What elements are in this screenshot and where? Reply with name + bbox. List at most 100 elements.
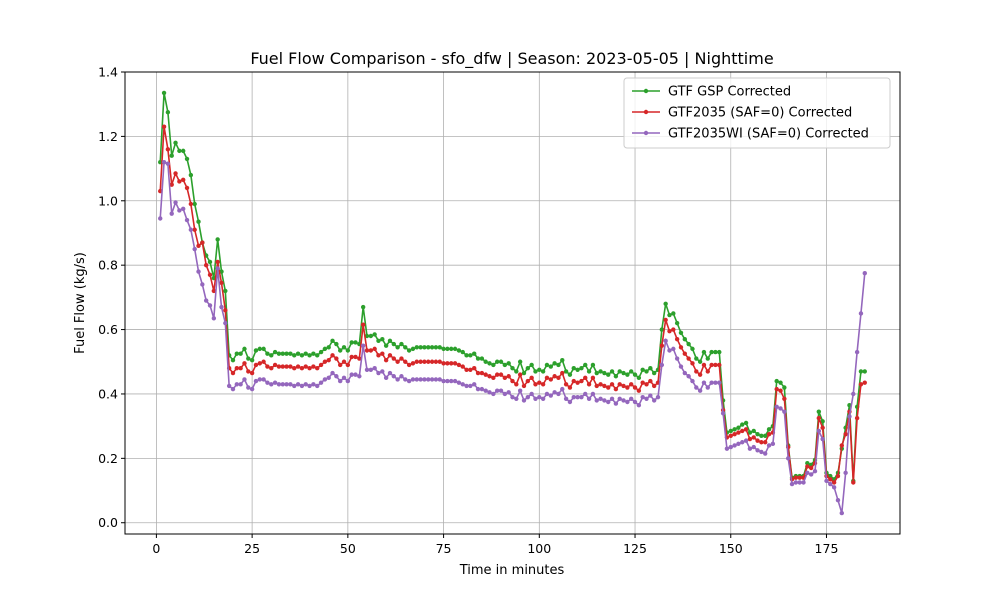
data-point xyxy=(399,356,404,361)
data-point xyxy=(165,161,171,166)
data-point xyxy=(835,497,841,503)
data-point xyxy=(820,425,825,430)
data-point xyxy=(625,399,630,405)
data-point xyxy=(468,367,473,373)
data-point xyxy=(774,378,779,384)
data-point xyxy=(694,356,699,361)
data-point xyxy=(728,444,733,450)
data-point xyxy=(464,367,469,373)
data-point xyxy=(272,362,278,368)
data-point xyxy=(399,374,404,379)
data-point xyxy=(801,480,806,485)
x-tick-label: 125 xyxy=(623,541,647,556)
data-point xyxy=(759,433,764,439)
data-point xyxy=(192,227,197,232)
data-point xyxy=(556,362,561,368)
data-point xyxy=(560,370,565,376)
data-point xyxy=(629,396,634,401)
data-point xyxy=(341,375,347,381)
data-point xyxy=(701,362,707,368)
data-point xyxy=(418,345,423,350)
data-point xyxy=(682,370,688,376)
data-point xyxy=(701,349,707,355)
data-point xyxy=(433,345,439,350)
data-point xyxy=(200,240,205,245)
data-point xyxy=(460,364,465,369)
data-point xyxy=(805,470,810,476)
data-point xyxy=(295,382,301,387)
data-point xyxy=(667,312,672,318)
data-point xyxy=(165,110,171,115)
data-point xyxy=(257,377,262,382)
data-point xyxy=(165,147,171,152)
data-point xyxy=(667,348,672,353)
data-point xyxy=(330,370,335,376)
data-point xyxy=(429,359,435,364)
data-point xyxy=(533,382,538,387)
x-tick-label: 0 xyxy=(152,541,160,556)
data-point xyxy=(540,396,546,401)
data-point xyxy=(337,378,343,384)
data-point xyxy=(299,353,305,358)
data-point xyxy=(736,430,741,435)
data-point xyxy=(161,124,167,129)
x-tick-label: 75 xyxy=(436,541,452,556)
data-point xyxy=(226,383,232,389)
data-point xyxy=(315,365,320,371)
data-point xyxy=(705,369,710,374)
data-point xyxy=(449,346,454,352)
data-point xyxy=(483,388,488,393)
data-point xyxy=(295,364,301,369)
data-point xyxy=(261,346,266,352)
data-point xyxy=(644,382,649,387)
data-point xyxy=(498,388,504,393)
data-point xyxy=(606,399,611,405)
data-point xyxy=(414,345,419,350)
data-point xyxy=(341,359,347,364)
data-point xyxy=(755,438,760,443)
data-point xyxy=(475,370,481,376)
data-point xyxy=(169,211,174,216)
data-point xyxy=(529,362,534,368)
data-point xyxy=(663,301,668,307)
data-point xyxy=(177,148,182,154)
data-point xyxy=(579,365,584,371)
data-point xyxy=(831,480,837,485)
data-point xyxy=(261,359,266,364)
data-point xyxy=(380,337,385,342)
data-point xyxy=(751,435,756,440)
data-point xyxy=(506,361,511,366)
data-point xyxy=(713,349,718,355)
data-point xyxy=(629,369,634,374)
data-point xyxy=(192,246,197,252)
data-point xyxy=(246,369,251,374)
data-point xyxy=(778,388,783,393)
data-point xyxy=(230,370,236,376)
data-point xyxy=(426,345,431,350)
data-point xyxy=(502,362,508,368)
data-point xyxy=(292,353,297,358)
data-point xyxy=(177,179,182,184)
data-point xyxy=(383,375,389,381)
data-point xyxy=(613,401,619,406)
data-point xyxy=(674,337,680,342)
data-point xyxy=(475,356,481,361)
data-point xyxy=(613,374,619,379)
legend-marker xyxy=(643,130,649,136)
data-point xyxy=(418,359,423,364)
data-point xyxy=(763,433,768,439)
data-point xyxy=(544,375,550,381)
data-point xyxy=(793,480,799,485)
data-point xyxy=(521,383,527,389)
data-point xyxy=(360,322,366,327)
legend-marker xyxy=(643,109,649,115)
data-point xyxy=(380,369,385,374)
data-point xyxy=(544,391,550,397)
data-point xyxy=(575,394,580,400)
data-point xyxy=(808,472,814,477)
data-point xyxy=(502,391,508,397)
data-point xyxy=(368,348,374,353)
data-point xyxy=(276,351,282,356)
data-point xyxy=(230,357,236,363)
